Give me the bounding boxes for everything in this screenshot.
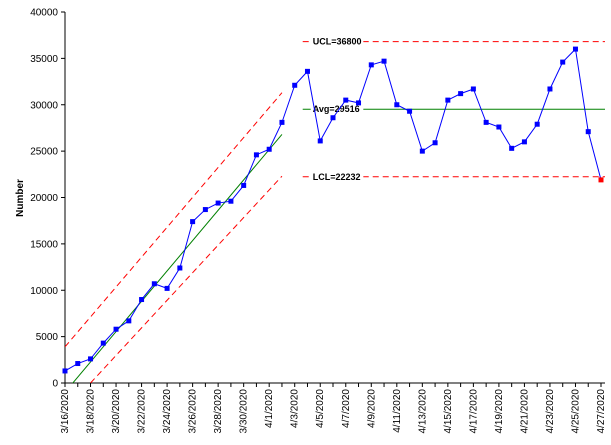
data-point: [381, 58, 387, 64]
y-tick-label: 40000: [30, 8, 58, 19]
trend-lower-limit: [90, 175, 283, 383]
x-tick-label: 3/24/2020: [162, 389, 173, 434]
trend-line: [72, 134, 283, 383]
data-point: [317, 138, 323, 144]
control-limits: UCL=36800 Avg=29516 LCL=22232: [302, 35, 605, 183]
data-point: [496, 124, 502, 130]
data-point: [164, 285, 170, 291]
trend-lines: [65, 92, 283, 383]
data-point: [330, 115, 336, 121]
ucl-label: UCL=36800: [313, 37, 362, 47]
data-point-out-of-control: [598, 177, 604, 183]
y-tick-label: 30000: [30, 100, 58, 111]
y-tick-label: 10000: [30, 286, 58, 297]
data-point: [534, 121, 540, 127]
y-tick-label: 0: [52, 379, 58, 390]
data-point: [458, 91, 464, 97]
y-tick-label: 15000: [30, 239, 58, 250]
x-tick-label: 3/16/2020: [60, 389, 71, 434]
data-point: [572, 46, 578, 52]
data-point: [253, 152, 259, 158]
data-point: [241, 182, 247, 188]
ucl-label-bg: [310, 35, 364, 48]
data-point: [279, 119, 285, 125]
x-tick-label: 3/22/2020: [137, 389, 148, 434]
x-tick-label: 4/19/2020: [494, 389, 505, 434]
x-tick-label: 3/30/2020: [239, 389, 250, 434]
data-point: [88, 356, 94, 362]
x-tick-label: 4/5/2020: [315, 389, 326, 428]
data-point: [445, 97, 451, 103]
data-point: [343, 97, 349, 103]
x-tick-label: 3/18/2020: [86, 389, 97, 434]
data-point: [202, 207, 208, 213]
x-tick-label: 4/13/2020: [417, 389, 428, 434]
x-tick-label: 4/15/2020: [443, 389, 454, 434]
data-point: [113, 326, 119, 332]
x-tick-label: 3/26/2020: [188, 389, 199, 434]
x-tick-label: 4/27/2020: [596, 389, 607, 434]
x-tick-label: 4/23/2020: [545, 389, 556, 434]
series-line: [64, 48, 602, 372]
trend-upper-limit: [65, 92, 283, 348]
data-point: [266, 146, 272, 152]
data-point: [215, 200, 221, 206]
data-point: [190, 219, 196, 225]
x-tick-label: 4/25/2020: [570, 389, 581, 434]
lcl-label-bg: [310, 170, 364, 183]
x-tick-label: 3/28/2020: [213, 389, 224, 434]
x-tick-label: 4/9/2020: [366, 389, 377, 428]
y-tick-label: 25000: [30, 147, 58, 158]
data-point: [304, 68, 310, 74]
data-point: [75, 361, 81, 367]
data-point: [100, 340, 106, 346]
tick-labels: 0 5000 10000 15000 20000 25000 30000 35000 40000…: [30, 8, 607, 434]
lcl-label: LCL=22232: [313, 172, 361, 182]
data-point: [560, 59, 566, 65]
x-tick-label: 4/3/2020: [290, 389, 301, 428]
data-point: [139, 297, 145, 303]
data-point: [470, 86, 476, 92]
data-point: [356, 100, 362, 106]
y-tick-label: 5000: [36, 332, 59, 343]
data-point: [509, 145, 515, 151]
data-point: [177, 265, 183, 271]
data-point: [483, 119, 489, 125]
x-tick-label: 4/7/2020: [341, 389, 352, 428]
x-tick-label: 4/21/2020: [519, 389, 530, 434]
avg-label: Avg=29516: [313, 104, 360, 114]
data-point: [62, 368, 68, 374]
data-point: [585, 129, 591, 135]
avg-label-bg: [310, 103, 364, 116]
data-point: [394, 102, 400, 108]
data-series: [62, 46, 604, 374]
data-point: [407, 108, 413, 114]
data-point: [432, 140, 438, 146]
data-point: [126, 318, 132, 324]
data-point: [368, 62, 374, 68]
data-point: [419, 148, 425, 154]
x-tick-label: 3/20/2020: [111, 389, 122, 434]
y-tick-label: 35000: [30, 54, 58, 65]
y-tick-label: 20000: [30, 193, 58, 204]
data-point: [547, 86, 553, 92]
x-tick-label: 4/1/2020: [264, 389, 275, 428]
data-point: [228, 198, 234, 204]
x-tick-label: 4/11/2020: [392, 389, 403, 433]
data-point: [292, 82, 298, 88]
data-point: [151, 281, 157, 287]
axes: [61, 11, 605, 387]
data-point: [521, 139, 527, 145]
y-axis-label: Number: [15, 179, 26, 217]
x-tick-label: 4/17/2020: [468, 389, 479, 434]
